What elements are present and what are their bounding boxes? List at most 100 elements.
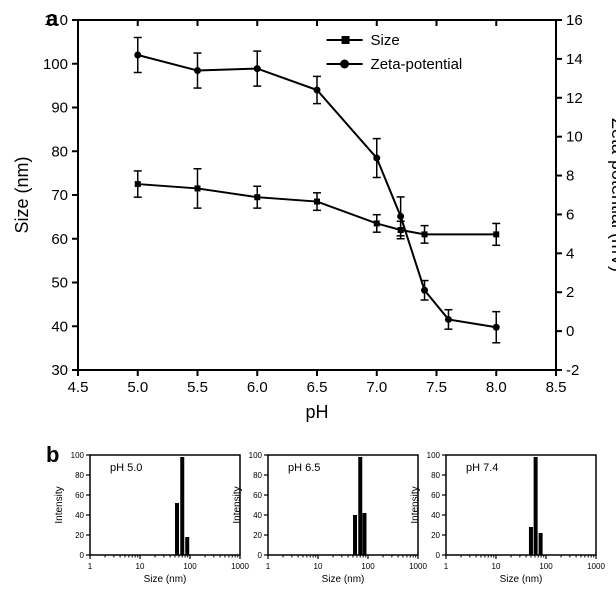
small-x-tick-label: 10 <box>492 562 501 571</box>
x-axis-label: pH <box>305 402 328 422</box>
small-y-tick-label: 60 <box>431 491 440 500</box>
legend-label: Zeta-potential <box>371 56 463 73</box>
size-series-marker <box>314 199 320 205</box>
yright-tick-label: 8 <box>566 168 574 185</box>
x-tick-label: 6.0 <box>247 379 268 396</box>
zeta-series-marker <box>194 67 201 74</box>
x-tick-label: 7.5 <box>426 379 447 396</box>
small-chart-bar <box>185 537 189 555</box>
yright-tick-label: 0 <box>566 323 574 340</box>
legend-circle-icon <box>340 60 349 69</box>
size-series-marker <box>254 194 260 200</box>
small-x-tick-label: 10 <box>314 562 323 571</box>
small-y-tick-label: 100 <box>249 451 263 460</box>
size-series-marker <box>374 220 380 226</box>
small-chart-bar <box>358 457 362 555</box>
small-y-tick-label: 80 <box>75 471 84 480</box>
small-x-tick-label: 1 <box>444 562 449 571</box>
zeta-series-marker <box>445 316 452 323</box>
small-y-tick-label: 40 <box>75 511 84 520</box>
small-chart-title: pH 5.0 <box>110 462 142 474</box>
small-chart-bar <box>180 457 184 555</box>
small-y-tick-label: 80 <box>253 471 262 480</box>
small-y-tick-label: 0 <box>258 551 263 560</box>
yleft-tick-label: 90 <box>51 100 68 117</box>
zeta-series-marker <box>397 213 404 220</box>
small-y-tick-label: 40 <box>431 511 440 520</box>
zeta-series-marker <box>493 324 500 331</box>
yright-axis-label: Zeta-potential (mV) <box>608 118 616 272</box>
x-tick-label: 6.5 <box>307 379 328 396</box>
x-tick-label: 7.0 <box>366 379 387 396</box>
small-y-tick-label: 0 <box>436 551 441 560</box>
small-x-tick-label: 1000 <box>409 562 427 571</box>
zeta-series-marker <box>134 52 141 59</box>
small-chart-bar <box>529 527 533 555</box>
yleft-tick-label: 70 <box>51 187 68 204</box>
small-x-tick-label: 100 <box>183 562 197 571</box>
zeta-series-marker <box>373 155 380 162</box>
small-x-axis-label: Size (nm) <box>144 574 187 585</box>
small-y-axis-label: Intensity <box>232 486 243 523</box>
size-series-marker <box>493 231 499 237</box>
small-chart-bar <box>539 533 543 555</box>
small-chart-bar <box>362 513 366 555</box>
yright-tick-label: 12 <box>566 90 583 107</box>
small-y-tick-label: 20 <box>75 531 84 540</box>
small-chart-title: pH 7.4 <box>466 462 498 474</box>
yleft-tick-label: 30 <box>51 362 68 379</box>
yright-tick-label: 4 <box>566 245 574 262</box>
small-y-tick-label: 20 <box>431 531 440 540</box>
small-x-tick-label: 100 <box>539 562 553 571</box>
small-y-tick-label: 60 <box>75 491 84 500</box>
small-x-tick-label: 1000 <box>231 562 249 571</box>
panel-label-b: b <box>46 442 59 467</box>
size-series-marker <box>195 185 201 191</box>
small-x-tick-label: 100 <box>361 562 375 571</box>
x-tick-label: 5.5 <box>187 379 208 396</box>
size-series-marker <box>135 181 141 187</box>
yleft-axis-label: Size (nm) <box>12 156 32 233</box>
small-y-tick-label: 80 <box>431 471 440 480</box>
yright-tick-label: 6 <box>566 206 574 223</box>
small-x-tick-label: 1 <box>88 562 93 571</box>
small-y-tick-label: 60 <box>253 491 262 500</box>
x-tick-label: 5.0 <box>127 379 148 396</box>
small-y-tick-label: 0 <box>80 551 85 560</box>
small-y-tick-label: 100 <box>427 451 441 460</box>
small-x-tick-label: 10 <box>136 562 145 571</box>
small-y-tick-label: 40 <box>253 511 262 520</box>
small-chart-bar <box>353 515 357 555</box>
yleft-tick-label: 80 <box>51 143 68 160</box>
size-series-marker <box>422 231 428 237</box>
yleft-tick-label: 110 <box>44 12 68 29</box>
small-x-tick-label: 1 <box>266 562 271 571</box>
small-x-axis-label: Size (nm) <box>322 574 365 585</box>
yleft-tick-label: 100 <box>43 56 68 73</box>
zeta-series-marker <box>254 65 261 72</box>
yleft-tick-label: 50 <box>51 275 68 292</box>
yright-tick-label: 10 <box>566 129 583 146</box>
small-chart-title: pH 6.5 <box>288 462 320 474</box>
legend: Size Zeta-potential <box>327 32 463 73</box>
legend-label: Size <box>371 32 400 49</box>
x-tick-label: 4.5 <box>68 379 89 396</box>
small-chart-bar <box>175 503 179 555</box>
yright-tick-label: 2 <box>566 284 574 301</box>
small-y-axis-label: Intensity <box>54 486 65 523</box>
legend-square-icon <box>342 36 350 44</box>
yleft-tick-label: 60 <box>51 231 68 248</box>
zeta-series-marker <box>421 287 428 294</box>
small-x-axis-label: Size (nm) <box>500 574 543 585</box>
x-tick-label: 8.0 <box>486 379 507 396</box>
yright-tick-label: 16 <box>566 12 583 29</box>
small-y-axis-label: Intensity <box>410 486 421 523</box>
x-tick-label: 8.5 <box>546 379 567 396</box>
small-chart-bar <box>534 457 538 555</box>
yright-tick-label: -2 <box>566 362 579 379</box>
small-x-tick-label: 1000 <box>587 562 605 571</box>
small-y-tick-label: 100 <box>71 451 85 460</box>
yright-tick-label: 14 <box>566 51 583 68</box>
yleft-tick-label: 40 <box>51 318 68 335</box>
zeta-series-marker <box>314 87 321 94</box>
